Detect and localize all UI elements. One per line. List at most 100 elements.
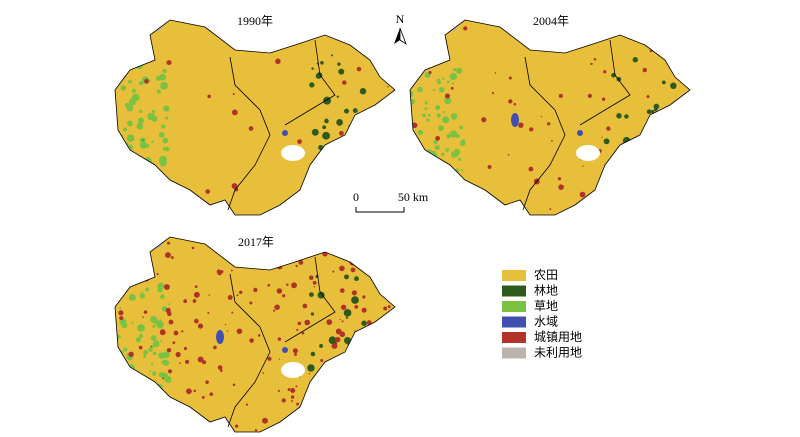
grass-patch [158,131,165,138]
map-title: 2017年 [238,235,274,249]
urban-patch [491,91,494,95]
urban-patch [410,203,411,208]
grass-patch [442,77,445,80]
urban-patch [236,294,239,297]
urban-patch [642,67,647,73]
urban-patch [350,410,352,412]
urban-patch [388,298,391,300]
urban-patch [338,393,342,397]
grass-patch [456,67,463,74]
region-fill [115,237,395,432]
forest-patch [318,145,324,151]
urban-patch [286,283,289,287]
urban-patch [364,337,370,342]
forest-patch [328,336,337,345]
urban-patch [521,29,524,33]
forest-patch [359,87,367,95]
urban-patch [340,304,347,310]
grass-patch [435,105,441,111]
urban-patch [646,95,650,99]
urban-patch [333,370,340,377]
urban-patch [410,92,411,97]
forest-patch [632,57,638,63]
urban-patch [116,277,119,281]
urban-patch [336,385,338,387]
urban-patch [324,395,327,398]
district-boundary [227,273,271,428]
grass-patch [416,158,424,166]
urban-patch [428,70,432,75]
urban-patch [290,395,295,399]
grass-patch [446,80,450,84]
urban-patch [197,356,204,363]
urban-patch [232,383,236,387]
urban-patch [470,204,476,210]
forest-patch [351,296,359,304]
urban-patch [296,402,299,406]
forest-patch [357,337,362,342]
urban-patch [164,284,170,290]
urban-patch [133,275,138,280]
urban-patch [356,337,359,340]
grass-patch [151,140,154,143]
urban-patch [167,241,171,245]
district-boundary [579,39,631,126]
legend-swatch [502,270,526,281]
grass-patch [451,82,455,86]
urban-patch [606,172,608,174]
grass-patch [444,97,452,105]
urban-patch [382,249,388,255]
urban-patch [194,285,198,289]
urban-patch [339,288,345,293]
legend-label: 水域 [534,314,558,328]
urban-patch [446,198,453,205]
urban-patch [339,331,346,338]
grass-patch [434,145,440,151]
grass-patch [120,283,126,289]
grass-patch [142,137,146,142]
urban-patch [304,319,311,326]
grass-patch [445,147,450,152]
urban-patch [207,311,210,314]
urban-patch [353,372,356,376]
urban-patch [312,280,317,285]
grass-patch [162,68,167,74]
grass-patch [460,168,464,172]
urban-patch [494,72,497,74]
urban-patch [356,415,360,419]
urban-patch [168,319,174,325]
urban-patch [334,336,341,343]
urban-patch [388,271,392,274]
grass-patch [109,91,111,93]
grass-patch [115,291,117,295]
urban-patch [419,71,421,73]
grass-patch [437,81,441,85]
grass-patch [152,351,157,356]
grass-patch [138,109,143,113]
grass-patch [163,105,170,112]
grass-patch [165,116,169,120]
urban-patch [513,103,517,106]
urban-patch [213,345,217,350]
urban-patch [276,288,283,294]
urban-patch [387,85,389,88]
grass-patch [148,347,153,352]
grass-patch [426,118,430,122]
grass-patch [404,173,407,176]
grass-patch [401,153,408,160]
urban-patch [245,403,249,406]
urban-patch [150,345,153,348]
urban-patch [579,191,586,198]
urban-patch [119,316,124,321]
urban-patch [298,260,304,265]
urban-patch [414,209,418,214]
urban-patch [359,181,366,188]
urban-patch [140,267,143,270]
urban-patch [487,165,492,169]
urban-patch [231,183,238,189]
urban-patch [363,256,366,259]
grass-patch [110,343,112,345]
grass-patch [151,115,158,122]
urban-patch [339,318,341,321]
urban-patch [378,153,382,156]
